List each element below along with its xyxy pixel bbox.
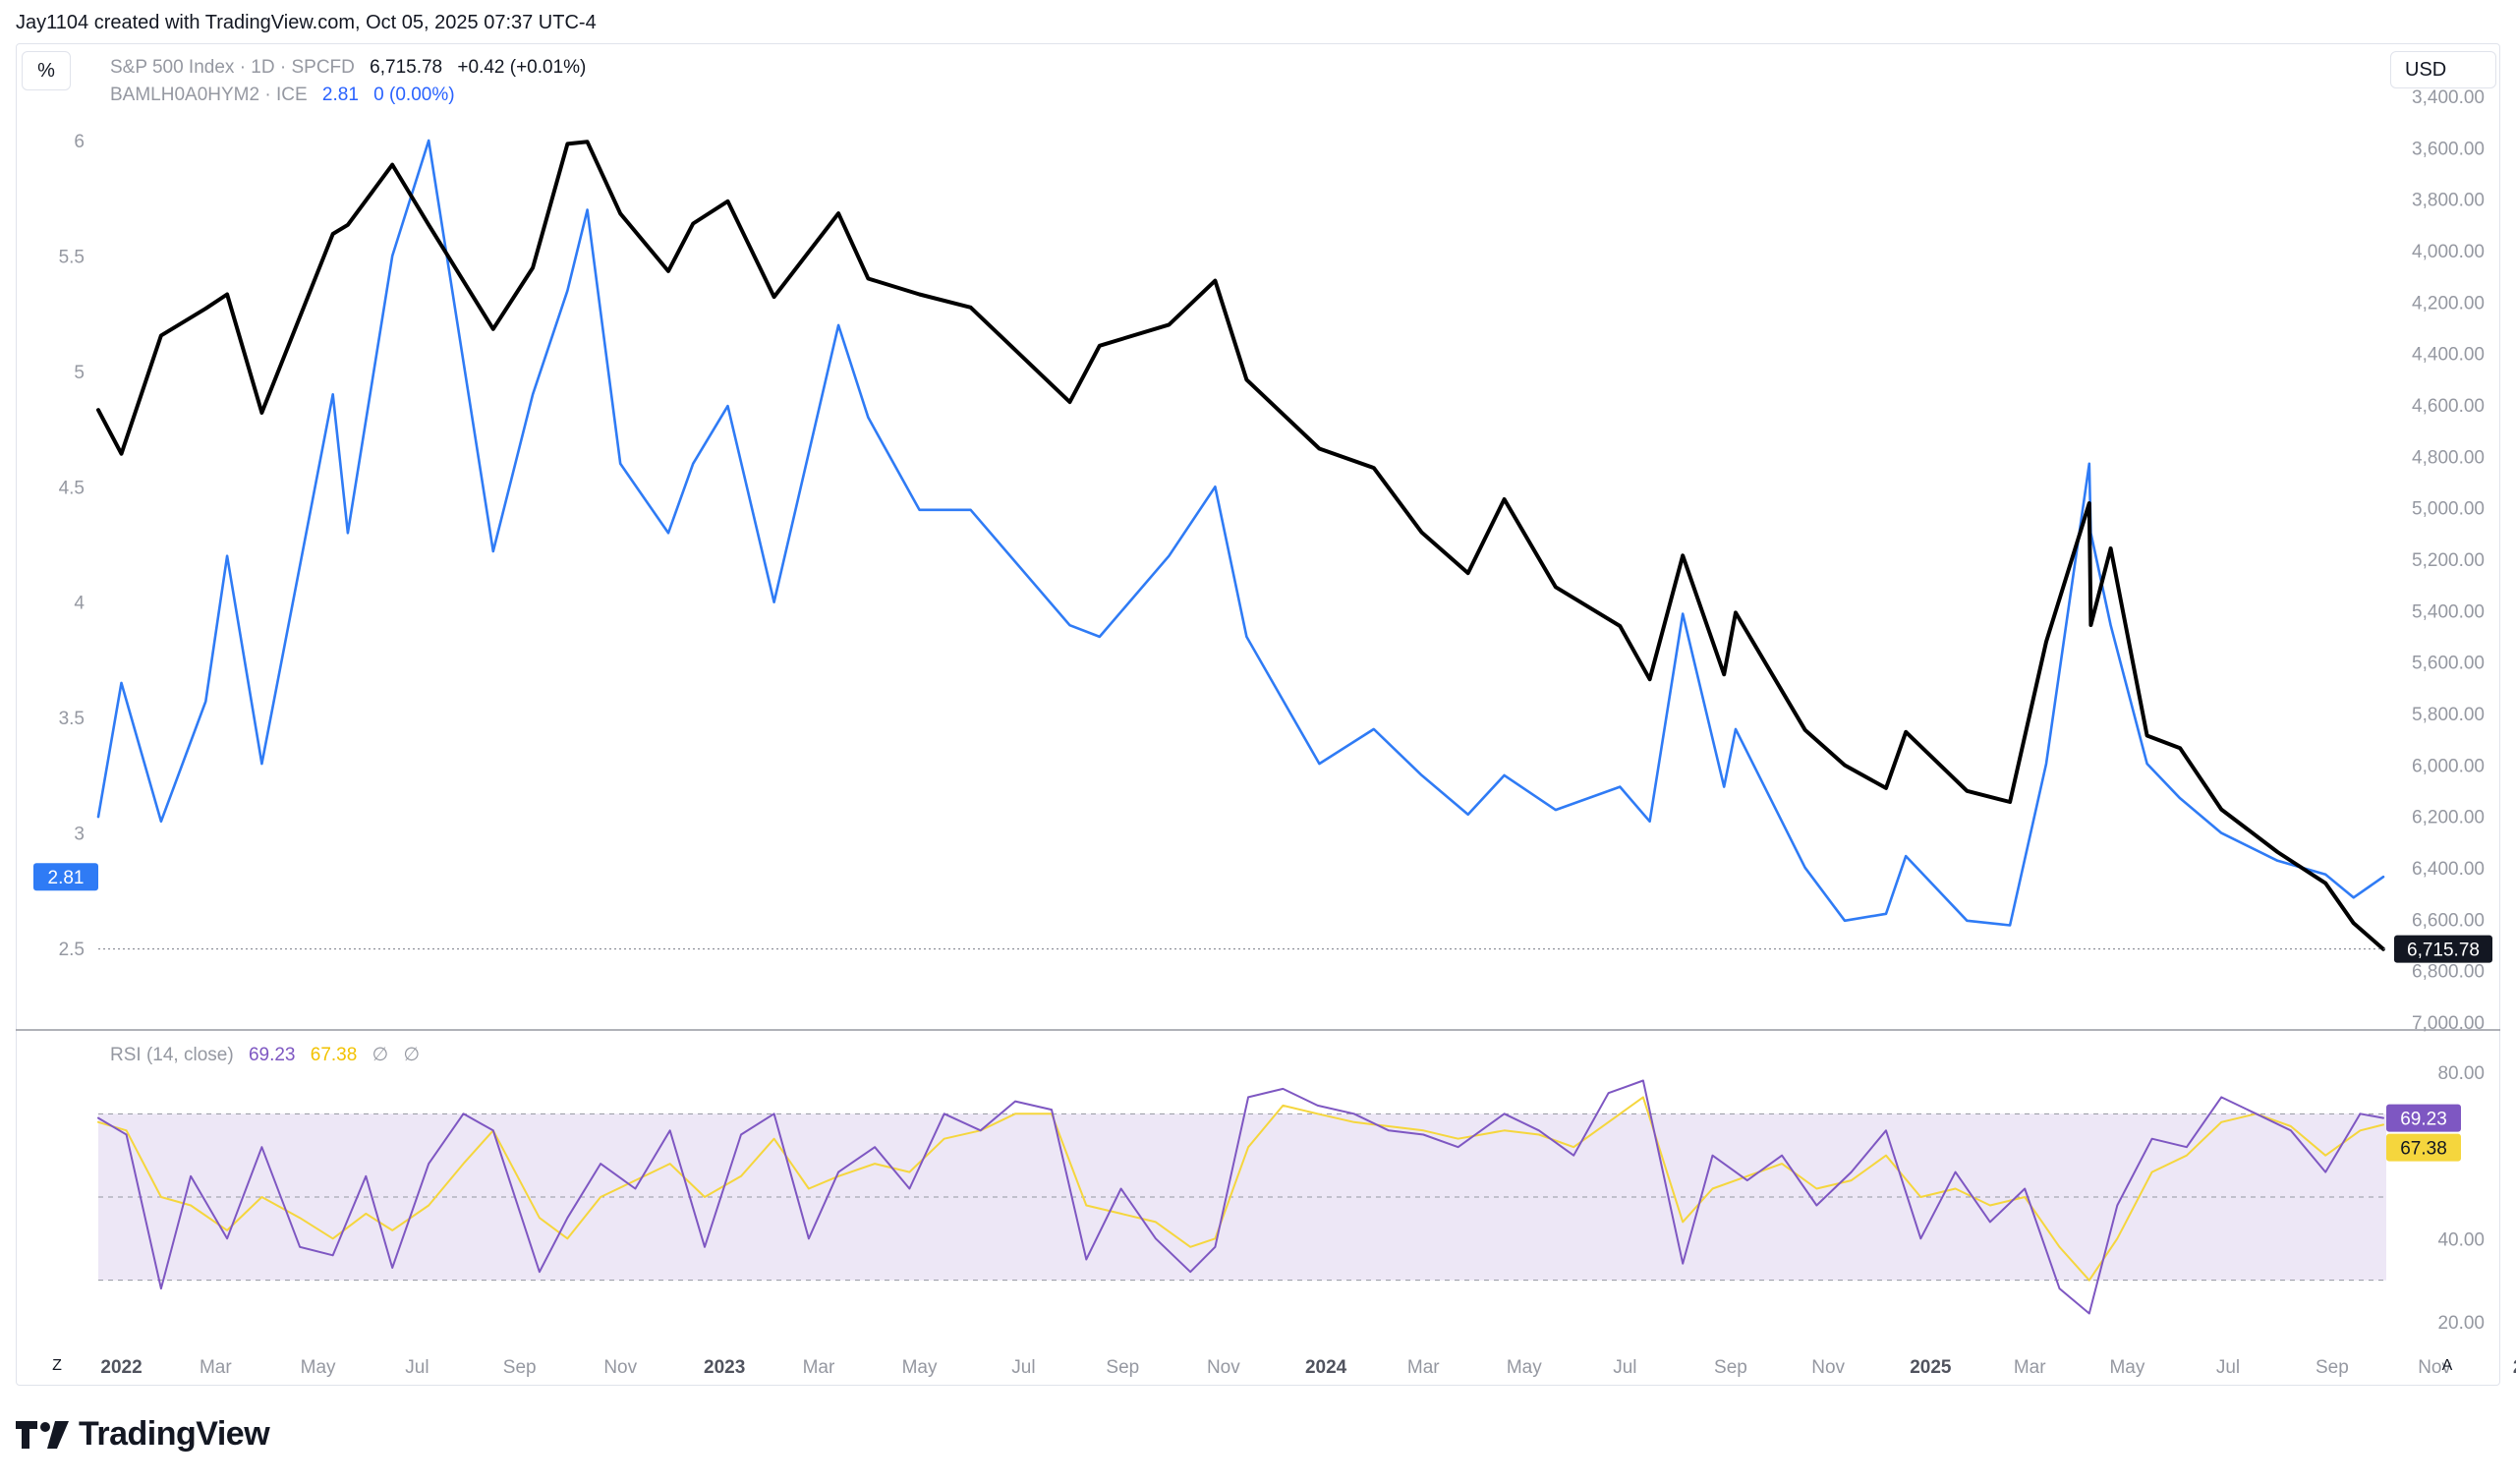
legend-rsi-ma-value: 67.38 bbox=[310, 1045, 358, 1065]
right-axis-tick-1: 3,600.00 bbox=[2412, 139, 2485, 159]
rsi-axis-tick-0: 80.00 bbox=[2437, 1063, 2485, 1084]
rsi-axis-tick-1: 40.00 bbox=[2437, 1229, 2485, 1250]
legend-rsi-name: RSI (14, close) bbox=[110, 1045, 234, 1065]
spx-last-badge-bg bbox=[2394, 935, 2492, 963]
x-axis-tick-11: Nov bbox=[1207, 1357, 1240, 1378]
legend-rsi[interactable]: RSI (14, close) 69.23 67.38 ∅ ∅ bbox=[110, 1044, 429, 1066]
x-axis-tick-1: Mar bbox=[200, 1357, 232, 1378]
rsi-pane bbox=[97, 1079, 2386, 1315]
legend-spread-value: 2.81 bbox=[321, 85, 359, 105]
x-axis-tick-16: Sep bbox=[1714, 1357, 1747, 1378]
percent-scale-button[interactable]: % bbox=[22, 51, 71, 90]
tradingview-logo-icon bbox=[16, 1420, 69, 1449]
x-axis-tick-10: Sep bbox=[1106, 1357, 1139, 1378]
chart-frame bbox=[16, 43, 2500, 1386]
x-axis-tick-20: May bbox=[2109, 1357, 2144, 1378]
right-axis-tick-7: 4,800.00 bbox=[2412, 447, 2485, 468]
price-series-layer bbox=[96, 139, 2386, 951]
right-axis-tick-13: 6,000.00 bbox=[2412, 756, 2485, 776]
right-axis-tick-16: 6,600.00 bbox=[2412, 910, 2485, 931]
legend-spread[interactable]: BAMLH0A0HYM2 · ICE 2.81 0 (0.00%) bbox=[110, 85, 465, 106]
rsi-last-badge: 69.23 bbox=[2386, 1104, 2461, 1132]
legend-spx-change: +0.42 (+0.01%) bbox=[457, 57, 587, 78]
rsi-ma-last-badge-label: 67.38 bbox=[2400, 1139, 2447, 1160]
tradingview-logo-text: TradingView bbox=[79, 1415, 270, 1453]
legend-spread-change: 0 (0.00%) bbox=[373, 85, 455, 105]
left-axis-tick-5: 3.5 bbox=[59, 709, 85, 729]
left-axis-tick-6: 3 bbox=[74, 825, 85, 845]
x-axis-tick-24: 2026 bbox=[2513, 1357, 2516, 1378]
legend-spx[interactable]: S&P 500 Index · 1D · SPCFD 6,715.78 +0.4… bbox=[110, 57, 596, 79]
rsi-last-badge-bg bbox=[2386, 1104, 2461, 1132]
x-axis-tick-0: 2022 bbox=[100, 1357, 142, 1378]
spx-last-badge-label: 6,715.78 bbox=[2407, 941, 2480, 961]
x-axis-tick-17: Nov bbox=[1811, 1357, 1845, 1378]
x-axis-tick-13: Mar bbox=[1407, 1357, 1440, 1378]
last-value-badges: 2.81 6,715.78 69.23 67.38 bbox=[33, 863, 2492, 1162]
spread-last-badge-bg bbox=[33, 863, 98, 891]
x-axis-tick-3: Jul bbox=[405, 1357, 429, 1378]
x-axis-tick-15: Jul bbox=[1613, 1357, 1636, 1378]
right-axis-tick-5: 4,400.00 bbox=[2412, 345, 2485, 366]
rsi-last-badge-label: 69.23 bbox=[2400, 1110, 2447, 1130]
right-axis-tick-10: 5,400.00 bbox=[2412, 601, 2485, 622]
left-axis-tick-2: 5 bbox=[74, 363, 85, 383]
currency-button[interactable]: USD bbox=[2390, 51, 2496, 88]
rsi-axis-tick-2: 20.00 bbox=[2437, 1313, 2485, 1334]
left-axis-tick-7: 2.5 bbox=[59, 940, 85, 960]
x-axis-tick-14: May bbox=[1507, 1357, 1542, 1378]
x-axis-tick-23: Nov bbox=[2418, 1357, 2451, 1378]
rsi-ma-last-badge-bg bbox=[2386, 1133, 2461, 1162]
axes-layer: 6 5.5 5 4.5 4 3.5 3 2.5 3,400.00 3,600.00 3,800.00… bbox=[59, 87, 2516, 1378]
right-axis-tick-6: 4,600.00 bbox=[2412, 396, 2485, 417]
right-axis-tick-15: 6,400.00 bbox=[2412, 859, 2485, 880]
right-axis-tick-12: 5,800.00 bbox=[2412, 705, 2485, 725]
right-axis-tick-17: 6,800.00 bbox=[2412, 962, 2485, 983]
x-axis-tick-21: Jul bbox=[2216, 1357, 2240, 1378]
left-axis-tick-3: 4.5 bbox=[59, 478, 85, 498]
chart-credit: Jay1104 created with TradingView.com, Oc… bbox=[16, 12, 597, 33]
zoom-reset-button[interactable]: Z bbox=[52, 1357, 62, 1374]
rsi-ma-line bbox=[97, 1096, 2384, 1282]
right-axis-tick-2: 3,800.00 bbox=[2412, 191, 2485, 211]
rsi-line bbox=[97, 1079, 2384, 1315]
x-axis-tick-8: May bbox=[902, 1357, 938, 1378]
legend-spread-name: BAMLH0A0HYM2 · ICE bbox=[110, 85, 308, 105]
left-axis-tick-0: 6 bbox=[74, 132, 85, 152]
x-axis-tick-6: 2023 bbox=[704, 1357, 745, 1378]
spread-last-badge: 2.81 bbox=[33, 863, 98, 891]
right-axis-tick-9: 5,200.00 bbox=[2412, 550, 2485, 571]
x-axis-tick-7: Mar bbox=[803, 1357, 835, 1378]
spread-line bbox=[96, 139, 2385, 927]
x-axis-tick-22: Sep bbox=[2316, 1357, 2349, 1378]
right-axis-tick-0: 3,400.00 bbox=[2412, 87, 2485, 108]
x-axis-tick-19: Mar bbox=[2014, 1357, 2046, 1378]
right-axis-tick-11: 5,600.00 bbox=[2412, 654, 2485, 674]
right-axis-tick-4: 4,200.00 bbox=[2412, 293, 2485, 314]
right-axis-tick-14: 6,200.00 bbox=[2412, 808, 2485, 828]
legend-spx-name: S&P 500 Index · 1D · SPCFD bbox=[110, 57, 355, 78]
spx-last-badge: 6,715.78 bbox=[2394, 935, 2492, 963]
legend-rsi-flag-1: ∅ bbox=[372, 1045, 389, 1065]
x-axis-tick-9: Jul bbox=[1011, 1357, 1035, 1378]
x-axis-tick-12: 2024 bbox=[1305, 1357, 1347, 1378]
x-axis-tick-2: May bbox=[301, 1357, 336, 1378]
spx-line bbox=[96, 140, 2385, 951]
legend-rsi-value: 69.23 bbox=[248, 1045, 296, 1065]
x-axis-tick-18: 2025 bbox=[1910, 1357, 1952, 1378]
x-axis-tick-5: Nov bbox=[603, 1357, 637, 1378]
x-axis-tick-4: Sep bbox=[503, 1357, 537, 1378]
rsi-ma-last-badge: 67.38 bbox=[2386, 1133, 2461, 1162]
tradingview-logo[interactable]: TradingView bbox=[16, 1415, 270, 1454]
right-axis-tick-18: 7,000.00 bbox=[2412, 1013, 2485, 1034]
right-axis-tick-8: 5,000.00 bbox=[2412, 499, 2485, 520]
left-axis-tick-4: 4 bbox=[74, 594, 85, 614]
auto-scale-button[interactable]: A bbox=[2441, 1357, 2453, 1374]
spread-last-badge-label: 2.81 bbox=[48, 868, 85, 888]
legend-rsi-flag-2: ∅ bbox=[403, 1045, 420, 1065]
right-axis-tick-3: 4,000.00 bbox=[2412, 242, 2485, 262]
left-axis-tick-1: 5.5 bbox=[59, 247, 85, 267]
legend-spx-value: 6,715.78 bbox=[370, 57, 443, 78]
